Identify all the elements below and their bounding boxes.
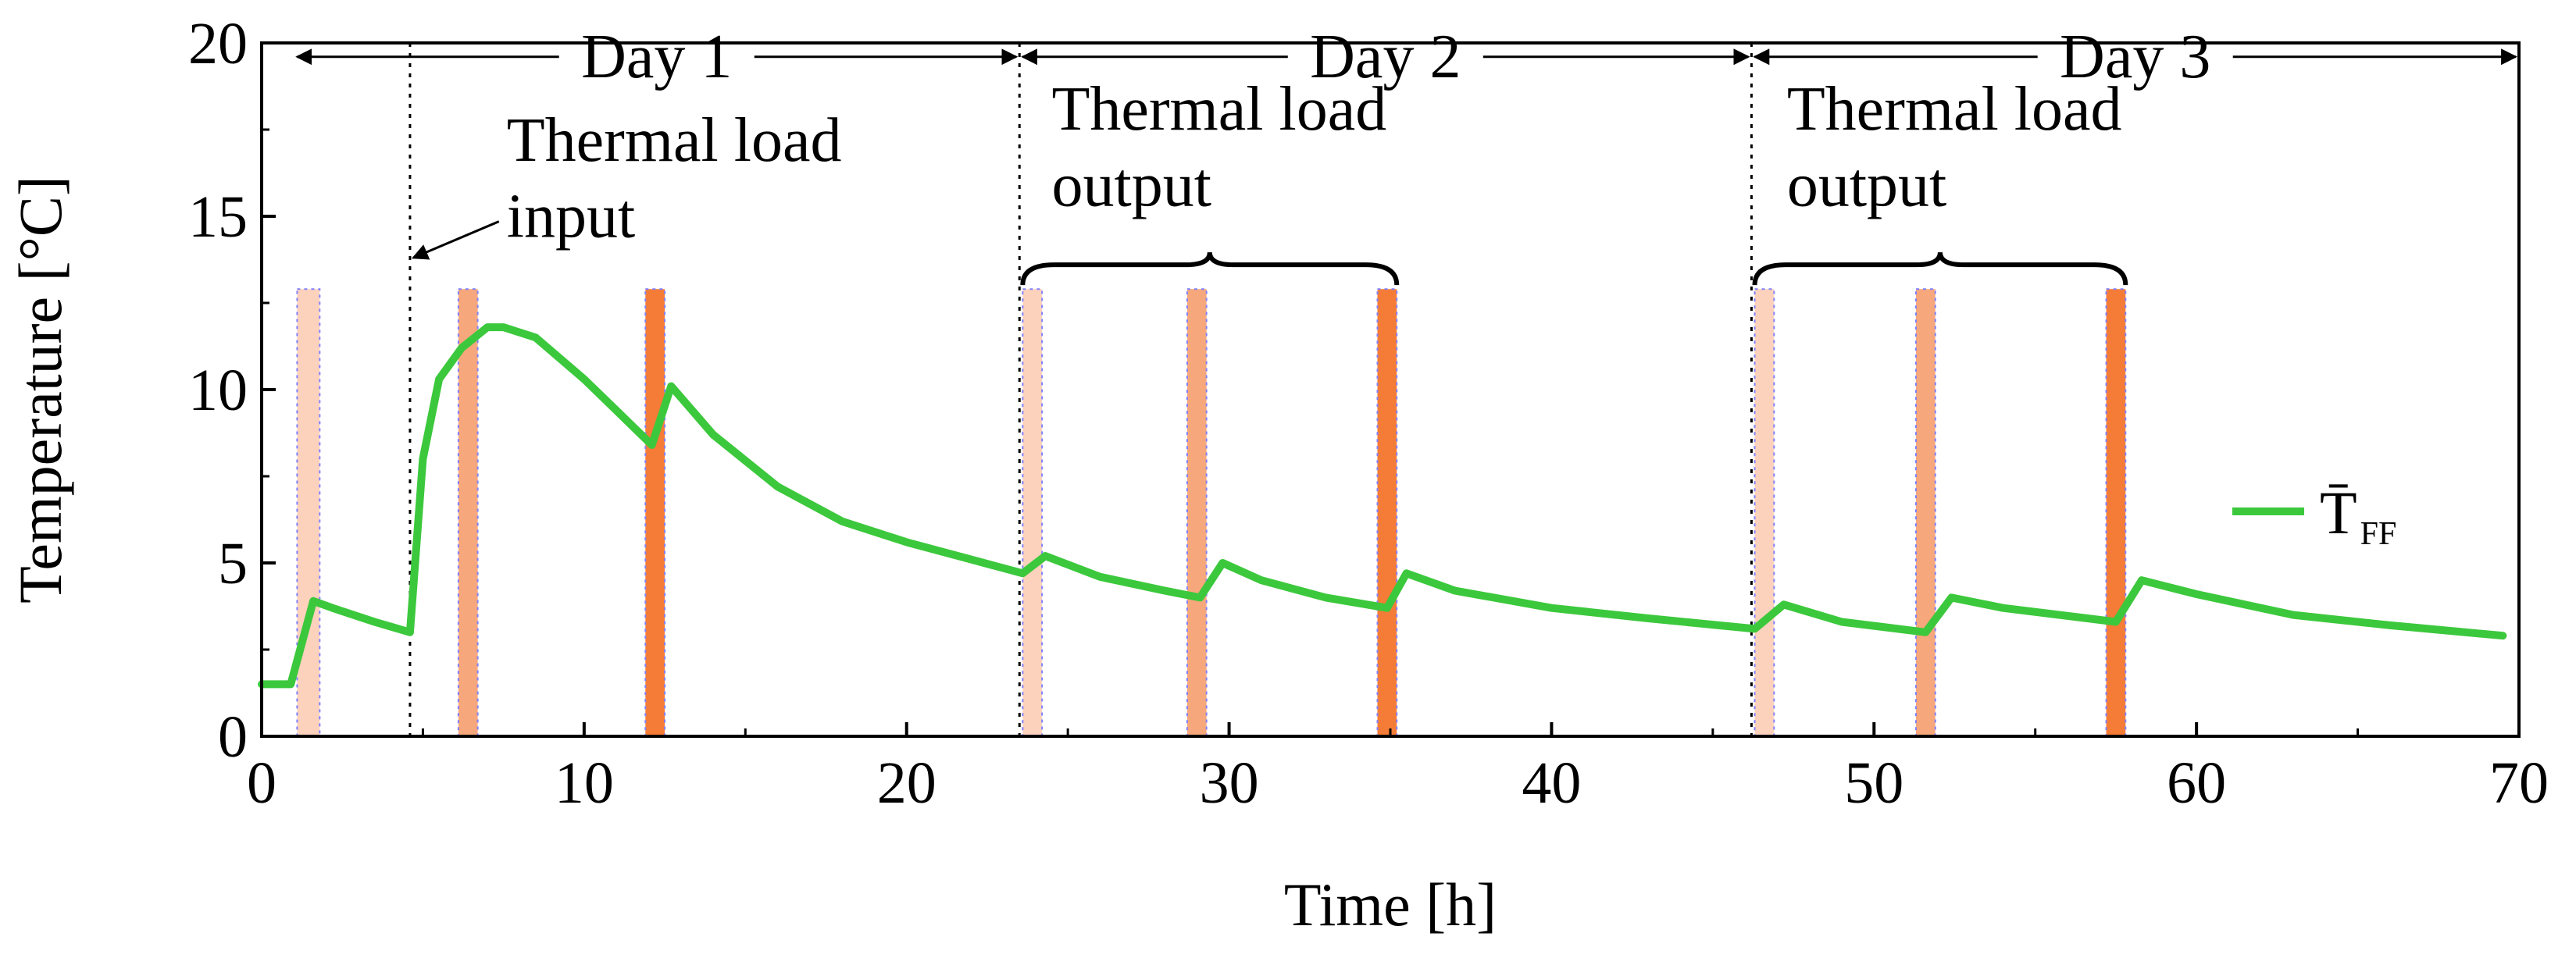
annotation-output-day3-brace (1752, 251, 2128, 286)
series-line-1 (258, 323, 2507, 689)
annotation-output-day3-line1: Thermal load (1787, 75, 2122, 144)
y-tick-label: 5 (218, 531, 248, 597)
x-tick-label: 30 (1200, 750, 1259, 816)
y-axis-title: Temperature [°C] (6, 176, 74, 604)
y-axis: 0 5 10 15 20 (188, 11, 276, 770)
annotation-output-day3-line2: output (1787, 151, 1946, 220)
x-tick-label: 70 (2489, 750, 2549, 816)
legend-label-main: T̄ (2320, 479, 2357, 547)
load-band-6 (1376, 288, 1398, 737)
load-band-5 (1186, 288, 1208, 737)
load-band-9 (2105, 288, 2127, 737)
load-band-3 (644, 288, 666, 737)
annotation-input: Thermal load input (411, 106, 842, 260)
annotation-input-line1: Thermal load (507, 106, 842, 175)
annotation-output-day2-line1: Thermal load (1052, 75, 1387, 144)
day-1-label: Day 1 (581, 23, 732, 91)
day-spans: Day 1 Day 2 Day 3 (295, 23, 2518, 91)
legend-label-sub: FF (2360, 516, 2397, 552)
x-tick-label: 60 (2167, 750, 2226, 816)
load-band-1 (296, 288, 321, 737)
x-tick-label: 40 (1522, 750, 1581, 816)
load-band-4 (1022, 288, 1044, 737)
x-axis: 0 10 20 30 40 50 60 70 (247, 722, 2549, 816)
annotation-output-day3: Thermal load output (1752, 75, 2128, 286)
load-band-8 (1914, 288, 1936, 737)
x-axis-title: Time [h] (1284, 871, 1497, 938)
y-tick-label: 20 (188, 11, 248, 77)
x-tick-label: 50 (1844, 750, 1903, 816)
day-2-label: Day 2 (1310, 23, 1461, 91)
day-3-label: Day 3 (2060, 23, 2210, 91)
legend: T̄FF (2232, 479, 2396, 552)
annotation-output-day2-brace (1020, 251, 1400, 286)
x-tick-label: 10 (555, 750, 614, 816)
load-band-7 (1754, 288, 1775, 737)
y-tick-label: 0 (218, 704, 248, 770)
annotation-output-day2-line2: output (1052, 151, 1211, 220)
thermal-load-bands (296, 288, 2127, 737)
annotation-input-line2: input (507, 183, 635, 251)
series-group (258, 323, 2507, 689)
x-tick-label: 20 (877, 750, 937, 816)
annotation-input-arrow (411, 220, 500, 260)
annotation-output-day2: Thermal load output (1020, 75, 1400, 286)
legend-label: T̄FF (2320, 479, 2396, 552)
x-tick-label: 0 (247, 750, 277, 816)
load-band-2 (457, 288, 479, 737)
y-tick-label: 15 (188, 184, 248, 250)
y-tick-label: 10 (188, 358, 248, 423)
